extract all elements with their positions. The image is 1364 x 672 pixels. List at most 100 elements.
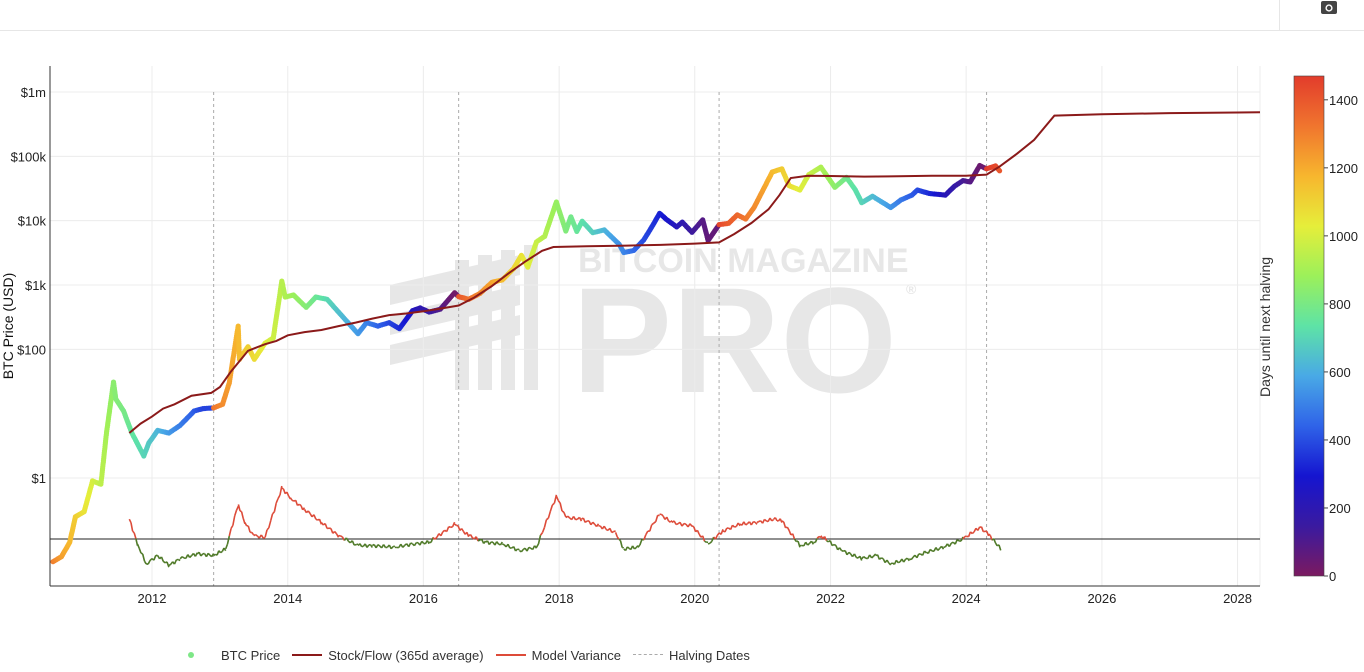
- colorbar-tick-label: 1400: [1329, 93, 1358, 108]
- model-variance-segment: [584, 520, 588, 524]
- model-variance-segment: [251, 531, 255, 536]
- model-variance-segment: [816, 535, 820, 539]
- model-variance-segment: [994, 542, 998, 547]
- model-variance-segment: [369, 544, 373, 548]
- model-variance-segment: [153, 555, 157, 561]
- model-variance-segment: [448, 525, 451, 529]
- model-variance-segment: [833, 543, 837, 547]
- x-tick-label: 2014: [273, 591, 302, 606]
- x-tick-label: 2026: [1087, 591, 1116, 606]
- model-variance-segment: [962, 535, 966, 540]
- model-variance-segment: [549, 504, 554, 512]
- model-variance-segment: [539, 532, 544, 536]
- colorbar-gradient: [1293, 75, 1325, 577]
- model-variance-segment: [853, 553, 857, 558]
- model-variance-segment: [818, 535, 822, 539]
- model-variance-segment: [423, 542, 426, 545]
- model-variance-segment: [595, 523, 600, 528]
- model-variance-segment: [641, 538, 645, 541]
- model-variance-segment: [266, 527, 270, 531]
- model-variance-segment: [307, 510, 311, 514]
- model-variance-segment: [218, 550, 222, 554]
- legend-item-btc-price[interactable]: BTC Price: [185, 648, 280, 663]
- model-variance-segment: [315, 518, 319, 521]
- model-variance-segment: [442, 529, 446, 533]
- model-variance-segment: [255, 533, 258, 537]
- model-variance-segment: [289, 497, 293, 501]
- legend-swatch-halving-dates: [632, 649, 663, 661]
- model-variance-segment: [786, 526, 790, 531]
- model-variance-segment: [181, 555, 185, 559]
- model-variance-segment: [861, 556, 865, 560]
- model-variance-segment: [273, 502, 277, 512]
- model-variance-segment: [434, 536, 438, 540]
- model-variance-segment: [466, 532, 470, 538]
- model-variance-segment: [233, 510, 238, 517]
- legend-item-stock-flow[interactable]: Stock/Flow (365d average): [292, 648, 484, 663]
- model-variance-segment: [318, 518, 323, 525]
- colorbar-tick-label: 0: [1329, 569, 1336, 584]
- model-variance-segment: [696, 529, 700, 535]
- model-variance-segment: [605, 528, 609, 532]
- model-variance-segment: [649, 524, 653, 532]
- model-variance-segment: [211, 553, 215, 558]
- model-variance-segment: [639, 539, 643, 546]
- model-variance-segment: [460, 528, 465, 532]
- model-variance-segment: [793, 538, 797, 542]
- model-variance-segment: [937, 547, 941, 551]
- legend-label-halving-dates: Halving Dates: [668, 647, 750, 663]
- model-variance-segment: [230, 524, 234, 529]
- model-variance-segment: [223, 547, 227, 552]
- model-variance-segment: [213, 553, 216, 557]
- legend-item-model-variance[interactable]: Model Variance: [495, 648, 621, 663]
- model-variance-segment: [515, 548, 519, 552]
- model-variance-segment: [382, 544, 387, 549]
- model-variance-segment: [330, 528, 334, 534]
- colorbar-tick-label: 800: [1329, 297, 1351, 312]
- x-axis-ticks: 2012 2014 2016 2018 2020 2022 2024 2026 2028: [138, 591, 1252, 606]
- model-variance-segment: [407, 542, 412, 548]
- model-variance-segment: [980, 526, 985, 532]
- model-variance-segment: [517, 548, 520, 551]
- model-variance-segment: [855, 556, 859, 559]
- model-variance-segment: [143, 560, 147, 565]
- legend-item-halving-dates[interactable]: Halving Dates: [632, 647, 750, 663]
- model-variance-segment: [779, 518, 783, 523]
- model-variance-segment: [666, 516, 670, 522]
- model-variance-segment: [826, 540, 829, 543]
- stock-flow-line: [128, 111, 1260, 434]
- legend: BTC Price Stock/Flow (365d average) Mode…: [185, 646, 762, 664]
- model-variance-segment: [563, 511, 567, 518]
- model-variance-segment: [689, 523, 693, 527]
- model-variance-segment: [616, 536, 620, 540]
- model-variance-segment: [916, 553, 920, 559]
- camera-icon[interactable]: [1320, 0, 1338, 15]
- model-variance-segment: [873, 553, 877, 557]
- colorbar-tick-label: 1200: [1329, 161, 1358, 176]
- model-variance-segment: [929, 548, 933, 552]
- model-variance-segment: [547, 510, 552, 519]
- model-variance-segment: [228, 528, 232, 537]
- model-variance-segment: [377, 543, 381, 547]
- model-variance-segment: [797, 540, 801, 548]
- model-variance-segment: [771, 518, 775, 522]
- legend-swatch-stock-flow: [292, 649, 323, 661]
- x-tick-label: 2022: [816, 591, 845, 606]
- model-variance-segment: [551, 502, 555, 506]
- model-variance-segment: [890, 562, 893, 565]
- model-variance-segment: [141, 553, 146, 562]
- model-variance-segment: [426, 540, 430, 545]
- model-variance-segment: [356, 543, 359, 546]
- model-variance-segment: [709, 540, 713, 544]
- model-variance-segment: [782, 521, 787, 529]
- model-variance-segment: [471, 537, 475, 540]
- model-variance-segment: [130, 522, 134, 532]
- model-variance-segment: [788, 530, 792, 536]
- model-variance-segment: [603, 525, 607, 530]
- model-variance-segment: [507, 543, 511, 549]
- model-variance-segment: [298, 503, 302, 507]
- model-variance-segment: [565, 515, 569, 519]
- model-variance-segment: [324, 523, 328, 529]
- model-variance-segment: [533, 545, 538, 549]
- model-variance-segment: [366, 544, 370, 548]
